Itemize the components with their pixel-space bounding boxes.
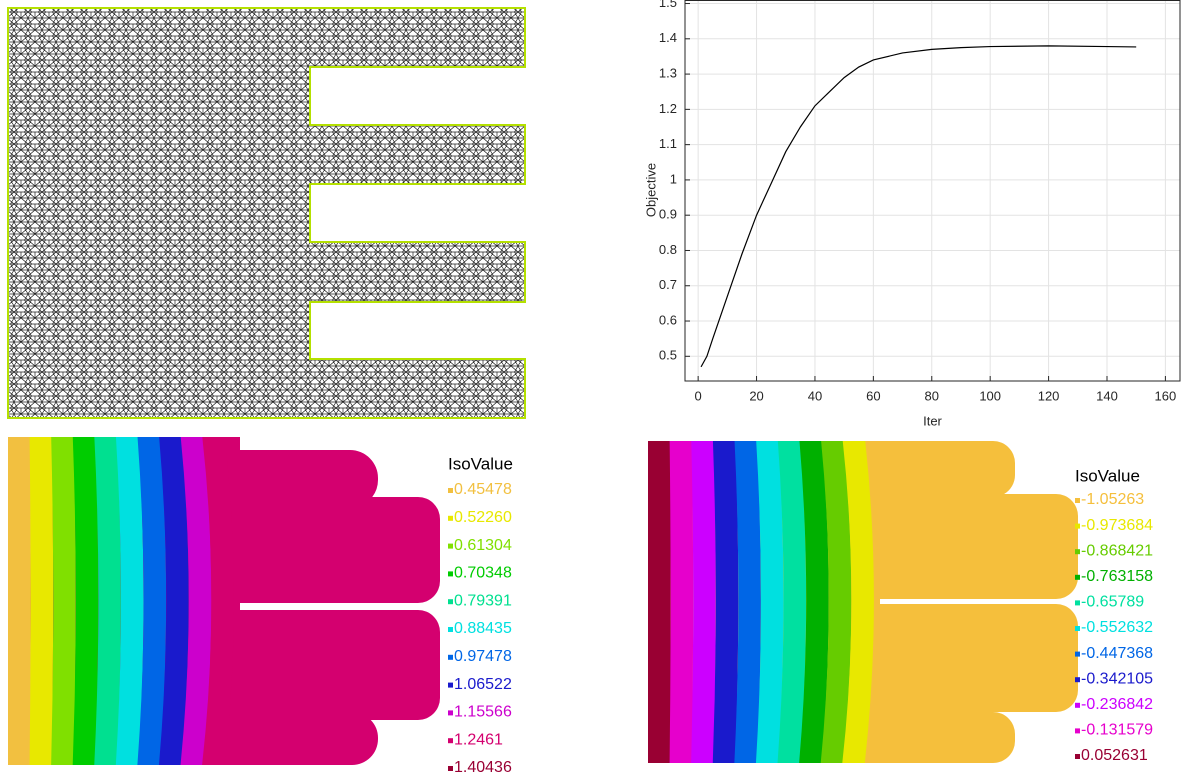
contour-left — [8, 437, 440, 765]
legend-swatch — [448, 710, 453, 716]
y-tick-label: 0.6 — [659, 312, 677, 327]
legend-label: -0.973684 — [1081, 517, 1153, 534]
x-tick-label: 100 — [979, 388, 1001, 403]
contour-band — [841, 441, 874, 763]
legend-label: 0.88435 — [454, 620, 512, 637]
legend-label: 1.2461 — [454, 731, 503, 748]
y-tick-label: 1.4 — [659, 30, 677, 45]
contour-band — [137, 437, 167, 765]
legend-swatch — [448, 766, 453, 771]
y-tick-label: 0.5 — [659, 348, 677, 363]
legend-swatch — [1075, 549, 1080, 555]
legend-swatch — [1075, 574, 1080, 580]
legend-label: -0.65789 — [1081, 594, 1144, 611]
legend-swatch — [448, 599, 453, 605]
contour-band — [158, 437, 189, 765]
legend-label: -0.131579 — [1081, 722, 1153, 739]
x-tick-label: 80 — [925, 388, 939, 403]
legend-swatch — [448, 682, 453, 688]
line-chart: 0 20 40 60 80 100 120 140 160 0.5 0.6 0.7 0.8 0.9 1 1.1… — [643, 0, 1181, 428]
legend-label: -0.868421 — [1081, 542, 1153, 559]
legend-label: -0.342105 — [1081, 670, 1153, 687]
legend-swatch — [1075, 626, 1080, 631]
contour-band — [8, 437, 31, 765]
legend-swatch — [1075, 702, 1080, 708]
legend-label: 0.52260 — [454, 509, 512, 526]
contour-band — [180, 437, 212, 765]
y-tick-label: 0.8 — [659, 242, 677, 257]
x-tick-label: 160 — [1155, 388, 1177, 403]
contour-band — [798, 441, 829, 763]
y-tick-label: 0.9 — [659, 207, 677, 222]
legend-label: -0.447368 — [1081, 645, 1153, 662]
legend-swatch — [1075, 498, 1080, 503]
contour-band — [29, 437, 54, 765]
legend-label: 0.052631 — [1081, 747, 1148, 764]
legend-swatch — [1075, 523, 1080, 529]
contour-band — [72, 437, 99, 765]
legend-swatch — [448, 571, 453, 577]
legend-swatch — [1075, 600, 1080, 606]
legend-swatch — [448, 654, 453, 660]
legend-label: 1.06522 — [454, 676, 512, 693]
y-tick-label: 0.7 — [659, 277, 677, 292]
legend-label: 0.61304 — [454, 537, 512, 554]
legend-label: 0.97478 — [454, 648, 512, 665]
data-line — [700, 45, 1137, 368]
y-tick-label: 1.3 — [659, 66, 677, 81]
contour-band — [712, 441, 739, 763]
legend-swatch — [448, 738, 453, 744]
legend-label: -0.552632 — [1081, 619, 1153, 636]
contour-band — [669, 441, 694, 763]
legend-label: -0.763158 — [1081, 568, 1153, 585]
legend-swatch — [448, 515, 453, 521]
x-tick-label: 120 — [1038, 388, 1060, 403]
y-tick-label: 1.2 — [659, 101, 677, 116]
x-tick-label: 140 — [1096, 388, 1118, 403]
legend-title: IsoValue — [1075, 466, 1140, 485]
x-axis-label: Iter — [923, 413, 942, 428]
x-tick-label: 60 — [866, 388, 880, 403]
legend-label: 1.40436 — [454, 759, 512, 773]
legend-label: 0.79391 — [454, 592, 512, 609]
contour-band — [115, 437, 144, 765]
mesh-panel — [7, 7, 526, 419]
contour-right — [648, 441, 1078, 763]
contour-band — [51, 437, 76, 765]
contour-band — [648, 441, 671, 763]
legend-label: -0.236842 — [1081, 696, 1153, 713]
x-tick-label: 20 — [749, 388, 763, 403]
contour-band — [691, 441, 716, 763]
legend-swatch — [448, 543, 453, 549]
legend-label: 0.45478 — [454, 481, 512, 498]
plot-area — [685, 0, 1180, 381]
legend-label: 0.70348 — [454, 565, 512, 582]
y-axis-label: Objective — [643, 163, 658, 217]
legend-swatch — [448, 627, 453, 632]
legend-swatch — [1075, 651, 1080, 657]
contour-band — [201, 437, 234, 765]
legend-label: 1.15566 — [454, 704, 512, 721]
y-tick-label: 1.5 — [659, 0, 677, 10]
legend-label: -1.05263 — [1081, 491, 1144, 508]
x-tick-label: 40 — [808, 388, 822, 403]
legends: IsoValue 0.45478 0.52260 0.61304 0.70348 0.79… — [448, 454, 1153, 776]
y-tick-label: 1.1 — [659, 136, 677, 151]
legend-swatch — [1075, 754, 1080, 759]
contour-band — [777, 441, 807, 763]
x-tick-label: 0 — [695, 388, 702, 403]
contour-band — [820, 441, 852, 763]
contour-band — [755, 441, 784, 763]
contour-band — [94, 437, 121, 765]
legend-title: IsoValue — [448, 454, 513, 473]
legend-swatch — [1075, 728, 1080, 734]
legend-swatch — [1075, 677, 1080, 683]
legend-swatch — [448, 488, 453, 493]
y-tick-label: 1 — [670, 171, 677, 186]
contour-band — [734, 441, 761, 763]
axes-box — [684, 0, 1181, 382]
